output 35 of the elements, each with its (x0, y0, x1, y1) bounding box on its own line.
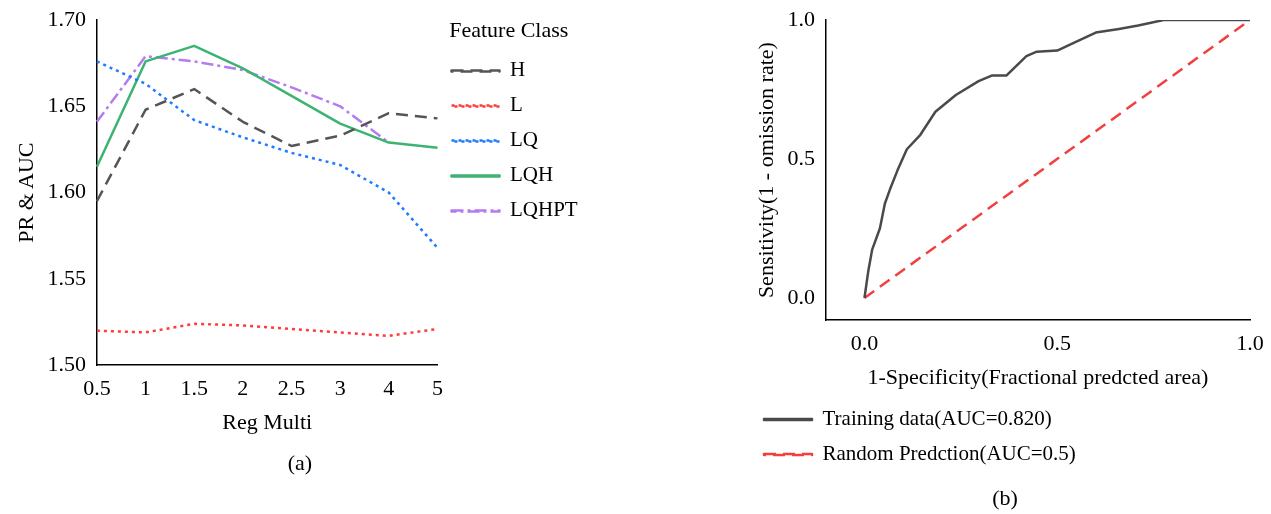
x-tick-label: 2.5 (277, 375, 306, 401)
legend-label: LQHPT (510, 197, 578, 222)
x-tick-label: 3 (334, 375, 346, 401)
legend-label: Training data(AUC=0.820) (822, 406, 1052, 431)
x-tick-label: 1.5 (180, 375, 208, 401)
y-tick-label: 1.65 (47, 92, 86, 118)
legend-label: Random Predction(AUC=0.5) (822, 441, 1076, 466)
y-tick-label: 1.60 (47, 178, 86, 204)
y-tick-label: 0.5 (787, 144, 815, 170)
y-axis-title: Sensitivity(1 - omission rate) (752, 42, 778, 299)
x-tick-label: 1 (140, 375, 152, 401)
y-tick-label: 1.0 (787, 5, 815, 31)
y-tick-label: 0.0 (787, 283, 815, 309)
x-tick-label: 0.0 (850, 330, 879, 356)
y-axis-title: PR & AUC (12, 142, 38, 243)
y-tick-label: 1.70 (47, 5, 86, 31)
y-tick-label: 1.55 (47, 264, 86, 290)
x-tick-label: 2 (237, 375, 249, 401)
line-series (95, 87, 439, 203)
x-tick-label: 0.5 (83, 375, 111, 401)
text: (a) (286, 450, 314, 476)
line-series (95, 60, 439, 250)
text: (b) (991, 485, 1019, 511)
y-tick-label: 1.50 (47, 350, 86, 376)
legend-label: LQ (510, 127, 538, 152)
legend-label: L (510, 92, 523, 117)
legend-label: LQH (510, 162, 554, 187)
x-tick-label: 4 (383, 375, 395, 401)
x-tick-label: 1.0 (1236, 330, 1264, 356)
x-axis-title: 1-Specificity(Fractional predcted area) (867, 363, 1209, 389)
x-tick-label: 0.5 (1043, 330, 1071, 356)
x-axis-title: Reg Multi (222, 408, 313, 434)
legend-label: H (510, 57, 526, 82)
x-tick-label: 5 (432, 375, 443, 401)
legend-title: Feature Class (449, 16, 569, 42)
